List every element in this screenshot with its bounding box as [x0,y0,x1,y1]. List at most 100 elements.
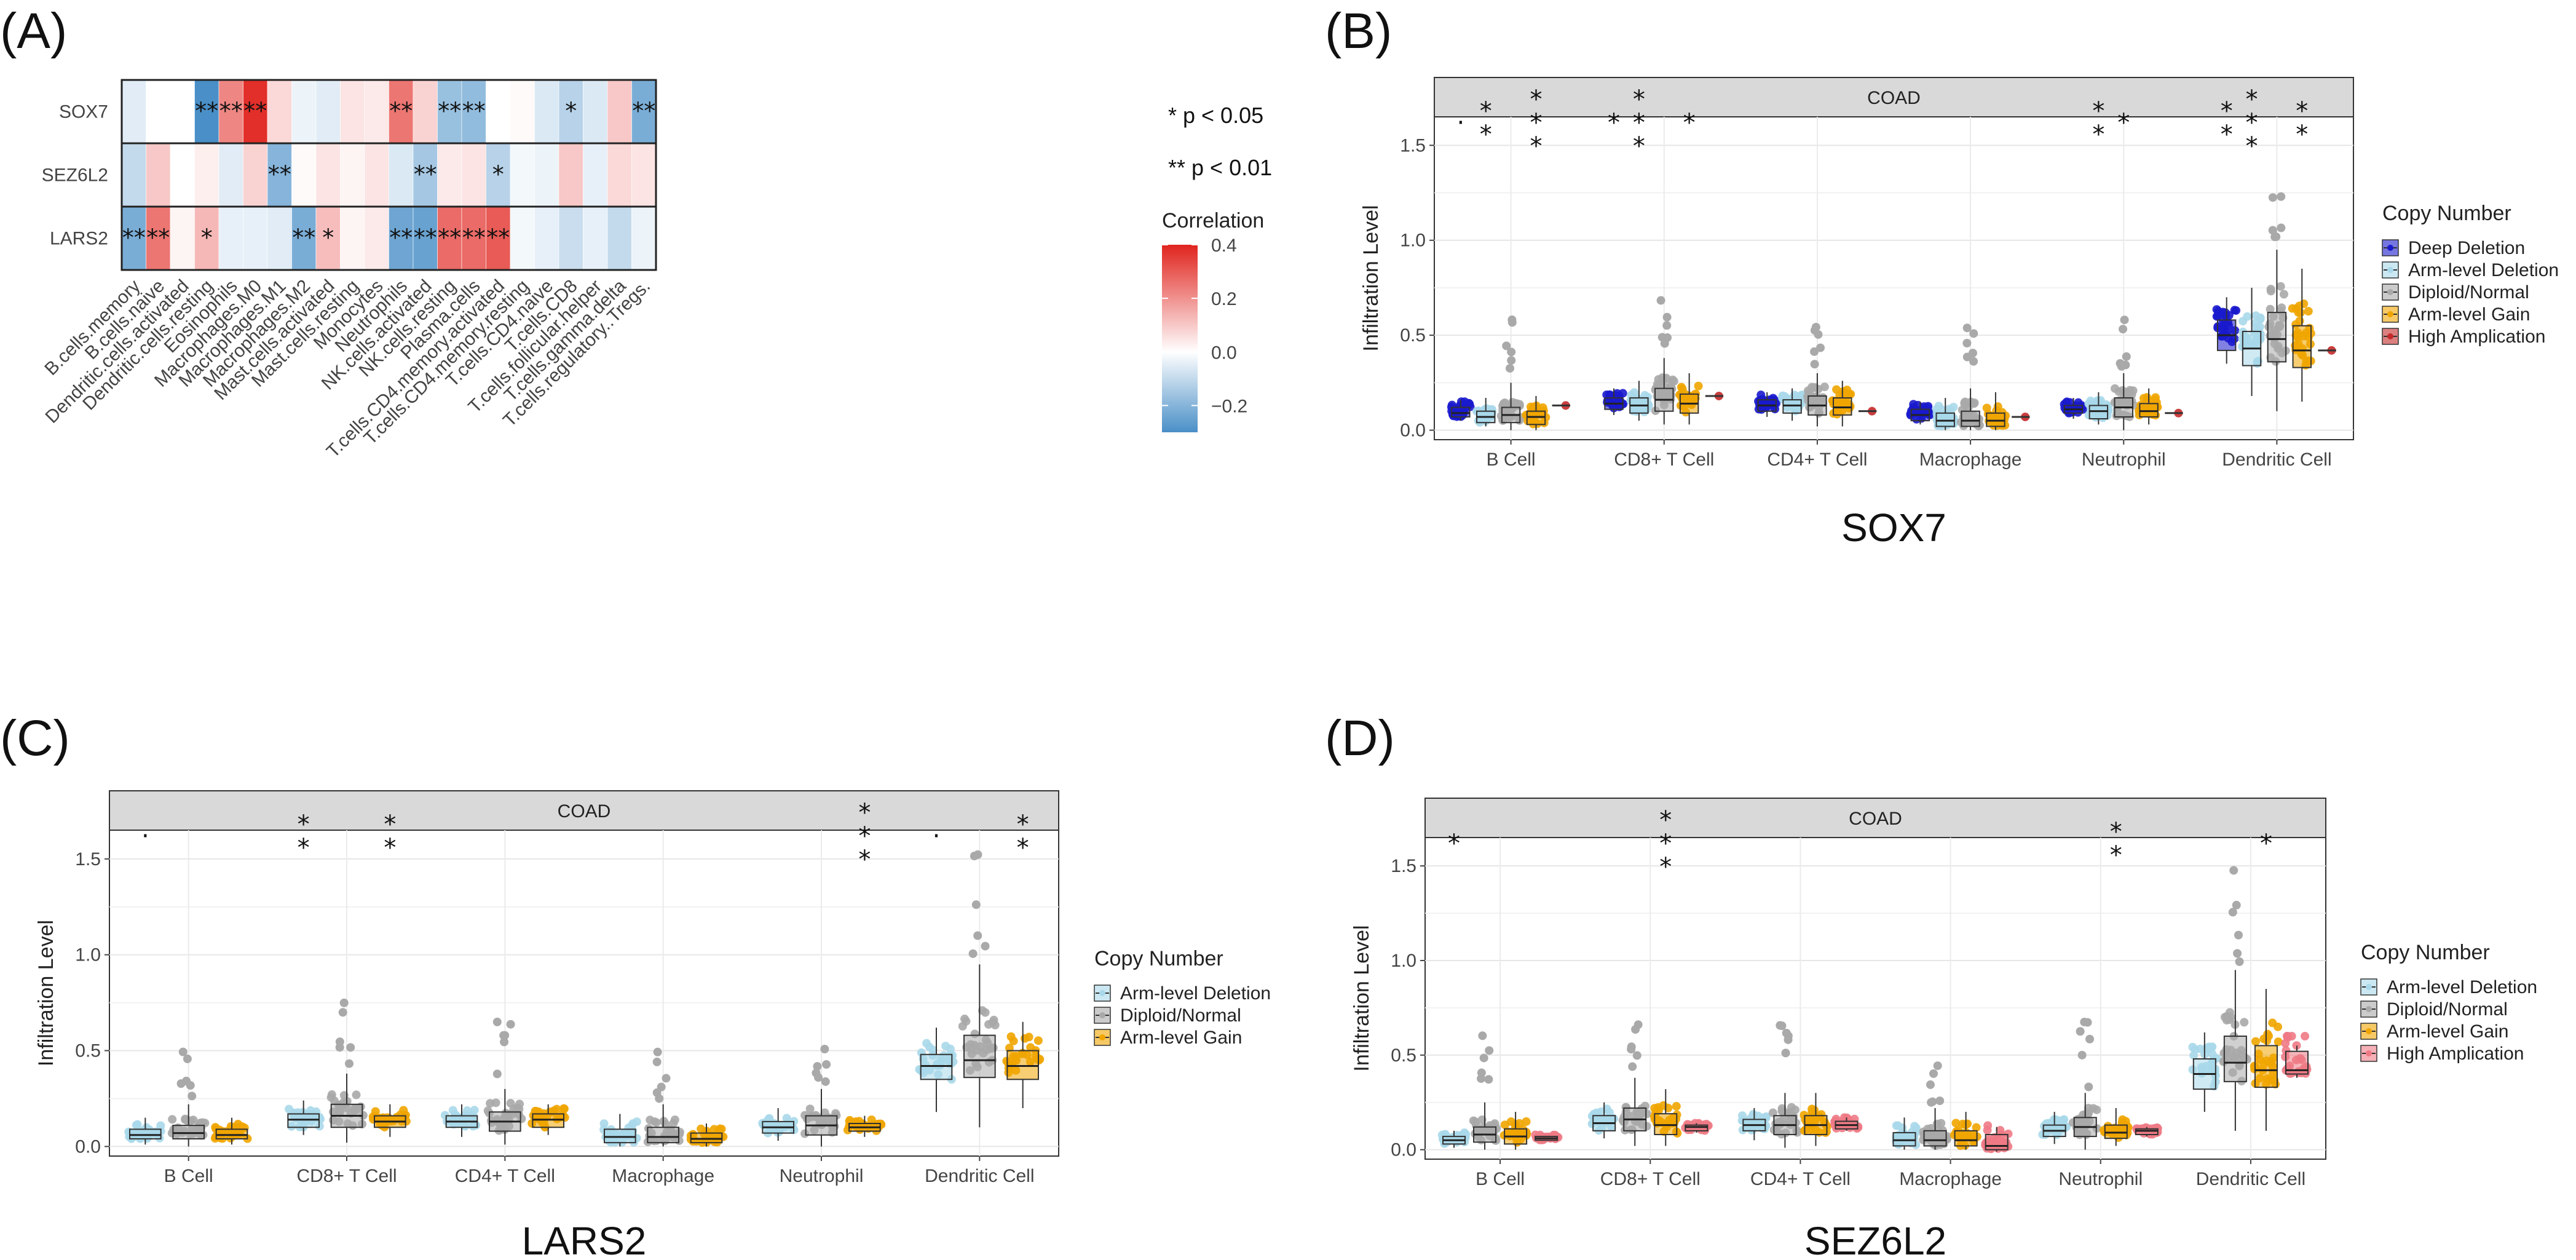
legend-label: Arm-level Gain [2387,1021,2508,1042]
outlier-point [1962,352,1972,362]
heatmap-cell [607,206,632,271]
outlier-point [178,1047,188,1056]
heatmap-cell [389,206,414,271]
outlier-point [968,949,978,958]
outlier-point [500,1037,509,1047]
data-point [1654,1106,1664,1115]
facet-strip [1434,77,2354,117]
heatmap-cell [607,79,632,144]
heatmap-cell [461,206,486,271]
outlier-point [2232,900,2241,909]
significance-annotation: *** [850,799,879,869]
colorbar-tick-label: 0.2 [1211,289,1237,309]
box [690,1132,723,1144]
data-point [559,1104,569,1113]
outlier-point [335,1043,344,1052]
data-point [352,1090,361,1100]
x-tick-label: CD4+ T Cell [1750,1169,1851,1189]
x-tick-label: B Cell [1476,1169,1525,1189]
outlier-point [2120,315,2129,325]
colorbar-tick-label: 0.4 [1211,236,1237,256]
outlier-point [1477,1068,1486,1077]
heatmap-cell [389,79,414,144]
data-point [2266,304,2275,314]
data-point [1944,405,1953,414]
data-point [2304,307,2313,316]
data-point [2301,1032,2310,1041]
data-point [1960,398,1969,408]
legend-key-point [2366,1006,2372,1012]
heatmap-cell [121,206,146,271]
box [2254,1045,2278,1088]
significance-annotation: * [1675,109,1704,132]
data-point [1809,383,1819,392]
data-point [1737,1111,1747,1120]
box [1006,1050,1039,1080]
heatmap-cell [267,79,292,144]
outlier-point [822,1060,831,1069]
data-point [1892,1121,1901,1130]
outlier-point [2119,325,2128,334]
significance-annotation: *** [1522,85,1550,156]
significance-annotation: ** [376,810,404,857]
data-point [958,1021,967,1031]
colorbar-tick-label: −0.2 [1211,396,1247,416]
panel-label: (D) [1325,710,1395,766]
outlier-point [1810,360,1819,369]
significance-mark: ** [438,98,461,125]
y-tick-label: 1.5 [1400,135,1426,156]
significance-annotation: *** [1625,85,1653,156]
significance-annotation: · [922,822,950,846]
data-point [1460,397,1469,406]
legend-label: Diploid/Normal [2408,282,2529,303]
heatmap-cell [194,143,219,207]
data-point [2220,1013,2229,1022]
box [1526,410,1546,426]
outlier-point [971,900,981,909]
box [129,1128,162,1139]
significance-mark: * [565,98,577,125]
significance-annotation: * [2252,830,2280,853]
outlier-point [2121,360,2130,370]
gene-subtitle: SEZ6L2 [1804,1219,1946,1260]
significance-annotation: · [1447,109,1475,132]
data-point [1668,375,1677,384]
outlier-point [176,1079,186,1088]
data-point [1469,1116,1478,1125]
data-point [1522,1117,1531,1126]
heatmap-cell [413,206,438,271]
data-point [632,1117,641,1127]
x-tick-label: CD8+ T Cell [1600,1169,1701,1189]
significance-annotation: * [2109,109,2138,132]
data-point [1768,1108,1777,1117]
outlier-point [1478,1031,1487,1040]
significance-mark: * [322,224,334,252]
facet-strip-label: COAD [558,801,611,822]
significance-annotation: * [1600,109,1628,132]
outlier-point [821,1077,830,1086]
x-tick-label: Macrophage [1919,450,2022,470]
box [1892,1131,1916,1147]
heatmap-cell [267,206,292,271]
significance-mark: ** [462,98,486,125]
outlier-point [2083,1018,2092,1027]
significance-mark: ** [389,224,413,252]
heatmap-cell [461,143,486,207]
outlier-point [1781,1048,1790,1058]
data-point [2276,282,2285,291]
significance-mark: ** [243,98,267,125]
box [2088,405,2109,420]
outlier-point [1484,1075,1493,1084]
gene-subtitle: LARS2 [522,1219,647,1260]
box [963,1034,996,1079]
heatmap-cell [558,206,583,271]
heatmap-cell [534,143,559,207]
plot-panel [109,830,1059,1157]
heatmap-cell [583,143,608,207]
outlier-point [1776,1021,1785,1030]
heatmap-cell [510,206,535,271]
heatmap-cell [534,206,559,271]
x-tick-label: Neutrophil [2082,450,2166,470]
heatmap-row-label: SEZ6L2 [42,165,108,186]
outlier-point [2076,1027,2085,1036]
